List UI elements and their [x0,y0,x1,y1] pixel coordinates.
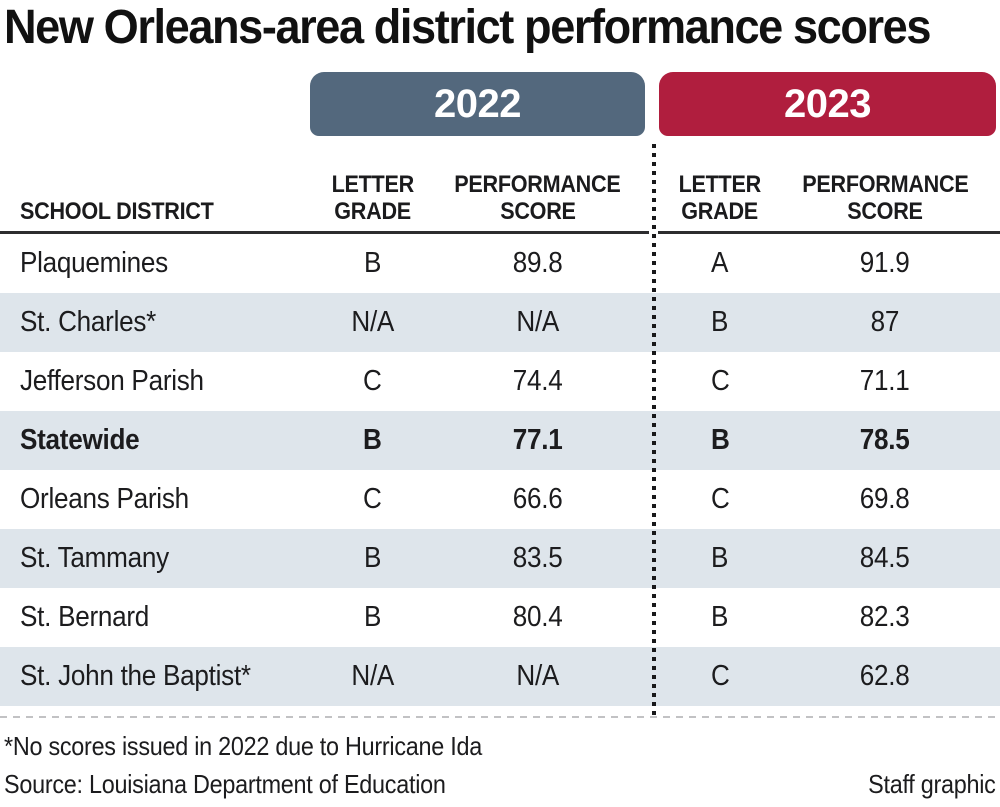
table-row: St. Tammany B 83.5 B 84.5 [0,529,1000,588]
district-cell: Statewide [20,424,140,456]
table-row: St. John the Baptist* N/A N/A C 62.8 [0,647,1000,706]
district-cell: Plaquemines [20,247,168,279]
year-header-2023: 2023 [659,72,996,136]
table-row: St. Bernard B 80.4 B 82.3 [0,588,1000,647]
grade-2023-cell: C [710,483,730,515]
grade-2022-cell: B [363,601,382,633]
column-header-performance-score-2022: PERFORMANCE SCORE [454,171,621,225]
grade-2022-cell: N/A [351,660,394,692]
grade-2022-cell: C [363,365,382,397]
score-2023-cell: 78.5 [860,424,910,456]
dotted-year-divider [652,144,656,716]
table-row: Plaquemines B 89.8 A 91.9 [0,234,1000,293]
score-2023-cell: 91.9 [860,247,910,279]
grade-2023-cell: B [711,306,729,338]
grade-2022-cell: C [363,483,382,515]
table-row: St. Charles* N/A N/A B 87 [0,293,1000,352]
source-row: Source: Louisiana Department of Educatio… [4,769,996,800]
score-2022-cell: 77.1 [512,424,563,456]
year-header-2022-label: 2022 [434,81,521,126]
column-header-letter-grade-2022: LETTER GRADE [331,171,414,225]
year-header-2023-label: 2023 [784,81,871,126]
district-cell: St. John the Baptist* [20,660,251,692]
source-text: Source: Louisiana Department of Educatio… [4,769,446,799]
column-header-row: SCHOOL DISTRICT LETTER GRADE PERFORMANCE… [0,145,1000,231]
score-2023-cell: 84.5 [860,542,910,574]
grade-2022-cell: B [363,247,382,279]
table-row: Jefferson Parish C 74.4 C 71.1 [0,352,1000,411]
district-cell: Orleans Parish [20,483,189,515]
grade-2022-cell: N/A [351,306,394,338]
score-2022-cell: N/A [516,306,559,338]
table-row: Orleans Parish C 66.6 C 69.8 [0,470,1000,529]
column-header-performance-score-2023: PERFORMANCE SCORE [801,171,969,225]
grade-2023-cell: B [711,601,729,633]
score-2023-cell: 62.8 [860,660,910,692]
district-cell: St. Tammany [20,542,169,574]
year-header-2022: 2022 [310,72,645,136]
grade-2023-cell: C [710,660,730,692]
grade-2023-cell: C [710,365,730,397]
score-2022-cell: N/A [516,660,559,692]
footnote: *No scores issued in 2022 due to Hurrica… [4,731,482,761]
score-2022-cell: 80.4 [512,601,563,633]
score-2023-cell: 69.8 [860,483,910,515]
score-2022-cell: 66.6 [512,483,563,515]
district-cell: St. Bernard [20,601,150,633]
score-2023-cell: 82.3 [860,601,910,633]
district-cell: St. Charles* [20,306,157,338]
grade-2022-cell: B [363,424,382,456]
grade-2023-cell: B [710,424,730,456]
grade-2023-cell: B [711,542,729,574]
table-body: Plaquemines B 89.8 A 91.9 St. Charles* N… [0,234,1000,706]
table-bottom-dashed-rule [0,716,1000,718]
grade-2022-cell: B [363,542,382,574]
district-cell: Jefferson Parish [20,365,204,397]
column-header-letter-grade-2023: LETTER GRADE [678,171,762,225]
score-2022-cell: 74.4 [512,365,563,397]
score-2022-cell: 83.5 [512,542,563,574]
table-row-statewide: Statewide B 77.1 B 78.5 [0,411,1000,470]
score-2023-cell: 87 [870,306,900,338]
graphic-title-text: New Orleans-area district performance sc… [4,1,931,54]
credit-text: Staff graphic [868,769,997,799]
column-header-district: SCHOOL DISTRICT [20,198,214,225]
graphic-title: New Orleans-area district performance sc… [4,0,1000,56]
score-2023-cell: 71.1 [860,365,910,397]
score-2022-cell: 89.8 [512,247,563,279]
grade-2023-cell: A [711,247,729,279]
header-rule [0,231,1000,234]
